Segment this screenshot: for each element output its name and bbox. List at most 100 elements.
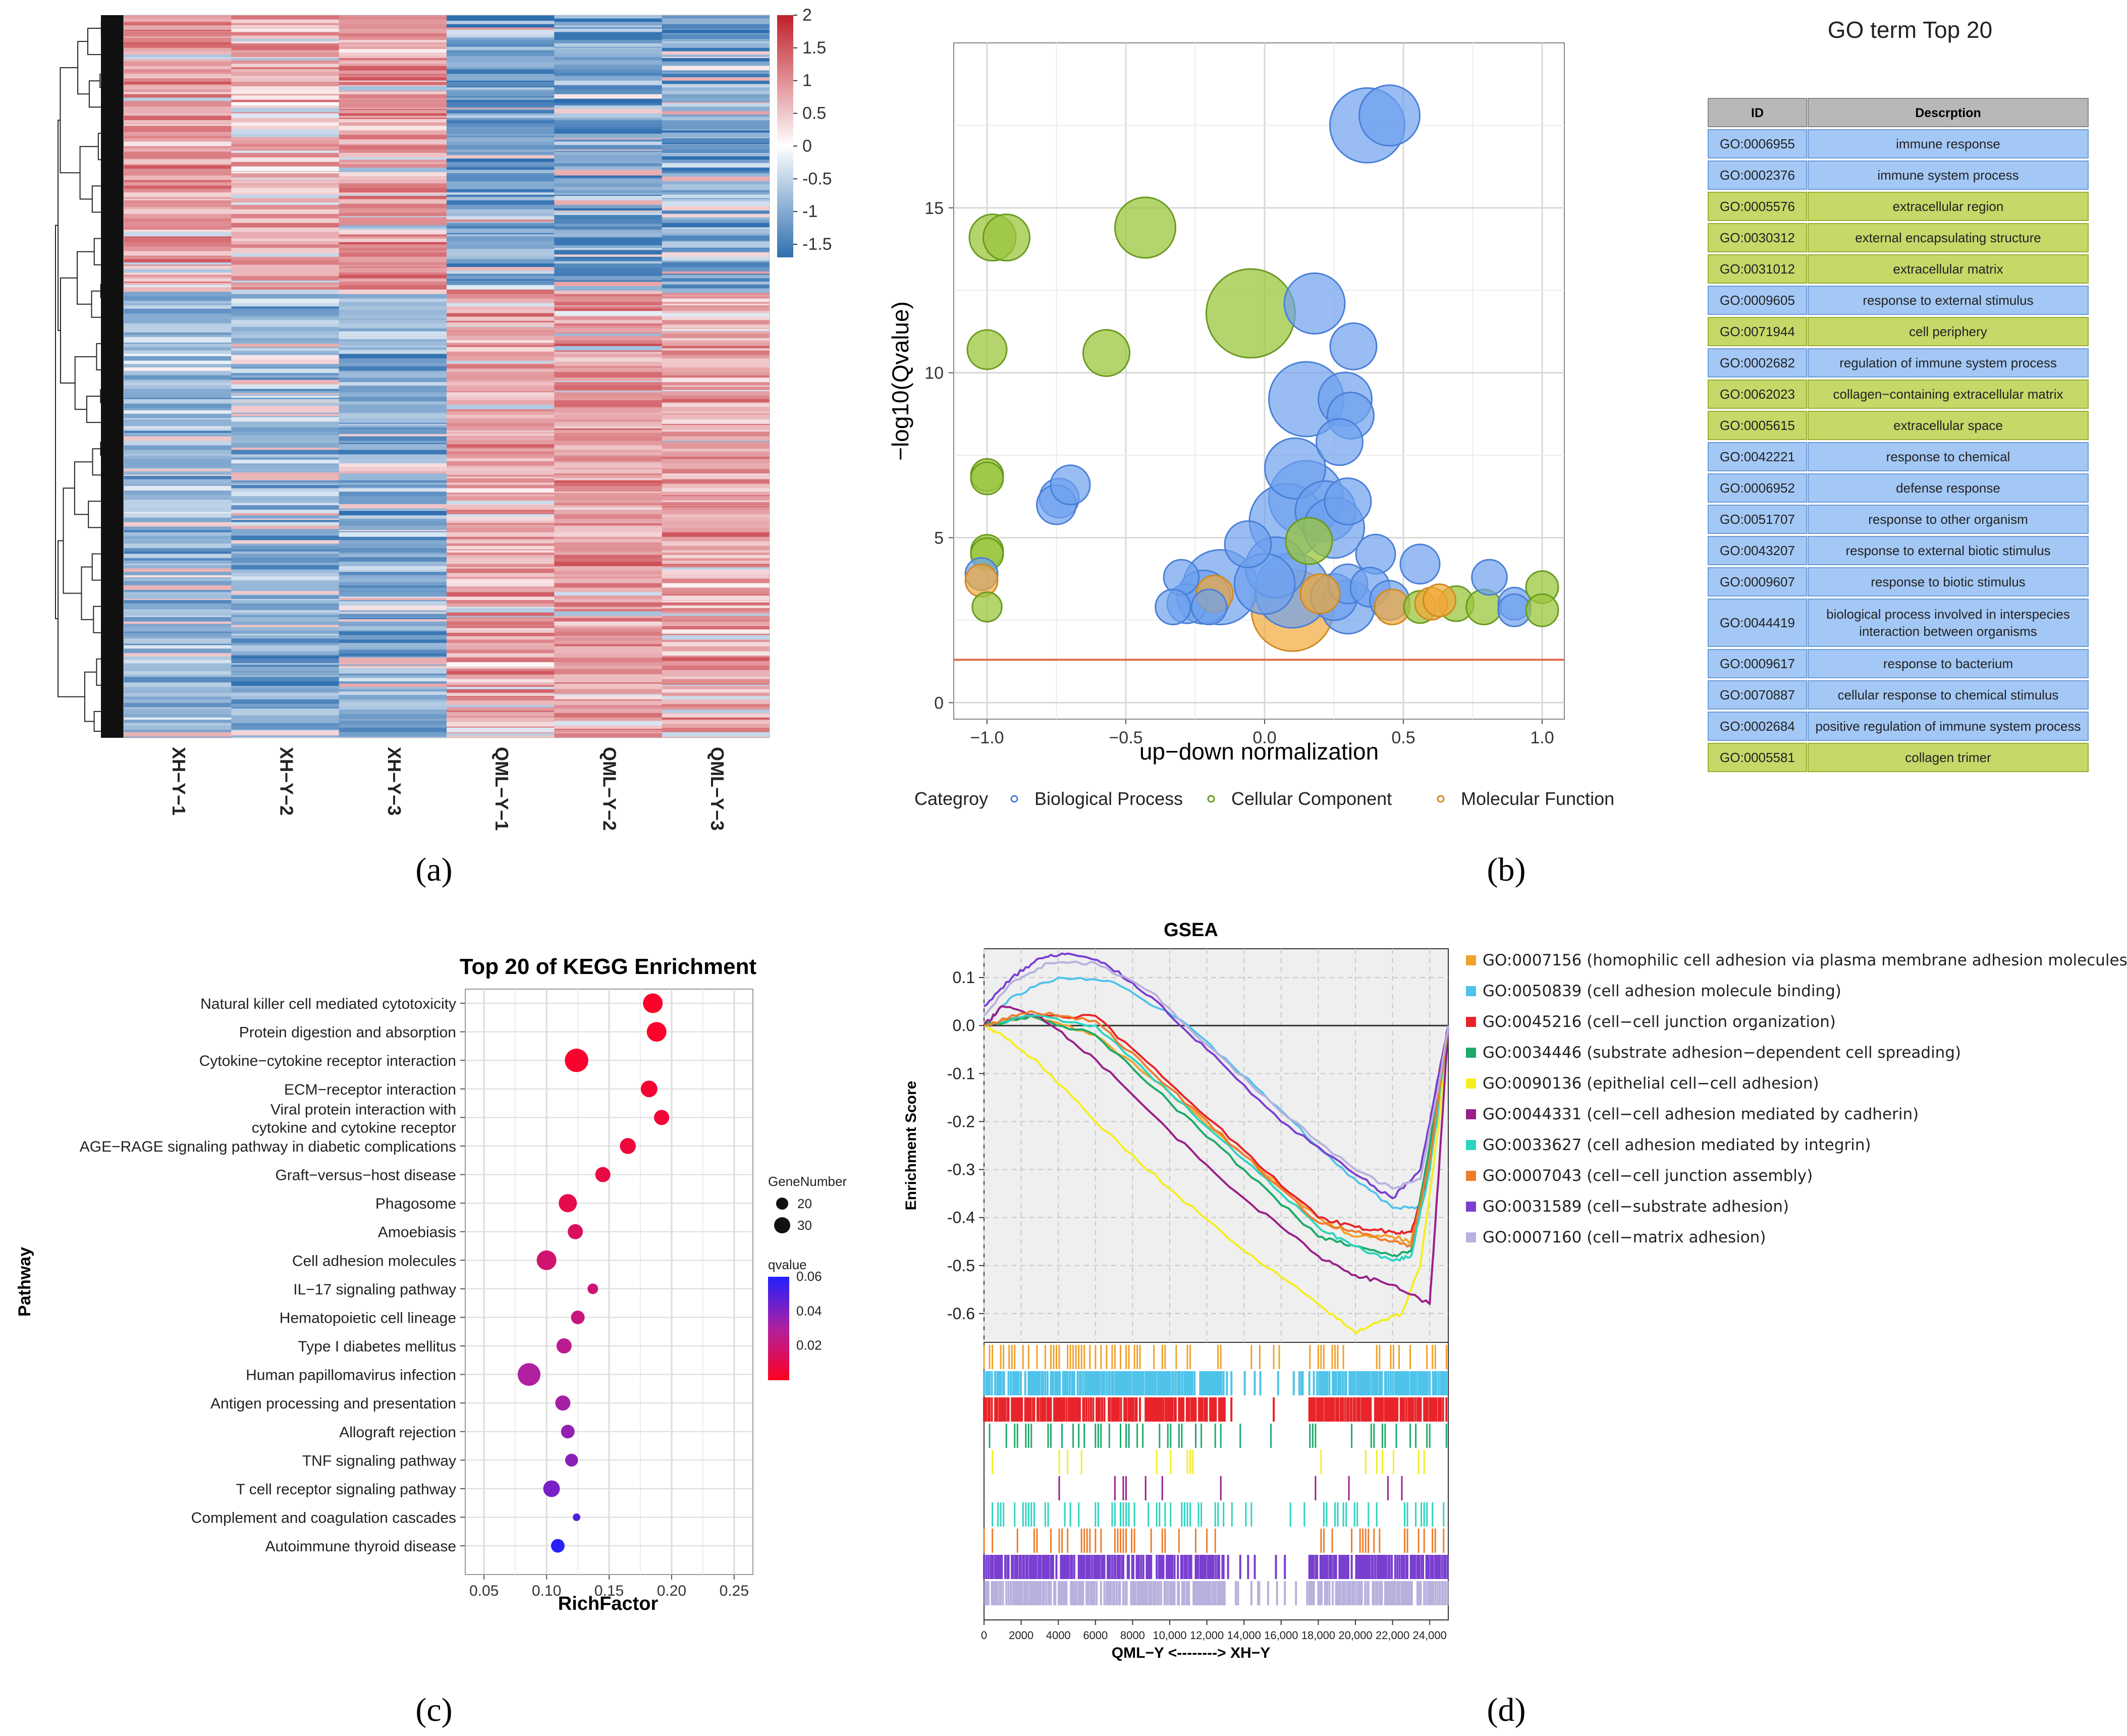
heatmap-cell bbox=[124, 468, 232, 469]
go-table-id-cell bbox=[1708, 286, 1807, 315]
heatmap-cell bbox=[554, 461, 663, 463]
heatmap-cell bbox=[554, 421, 663, 425]
heatmap-cell bbox=[231, 417, 340, 422]
heatmap-cell bbox=[339, 159, 447, 162]
heatmap-cell bbox=[124, 398, 232, 400]
heatmap-cell bbox=[447, 553, 555, 555]
heatmap-cell bbox=[231, 152, 340, 158]
kegg-dot-panel: Top 20 of KEGG Enrichment Natural killer… bbox=[15, 954, 847, 1728]
heatmap-cell bbox=[447, 375, 555, 381]
heatmap-cell bbox=[124, 116, 232, 117]
heatmap-cell bbox=[339, 18, 447, 20]
heatmap-cell bbox=[339, 397, 447, 402]
heatmap-cell bbox=[662, 94, 770, 98]
heatmap-cell bbox=[447, 102, 555, 107]
heatmap-cell bbox=[124, 18, 232, 22]
heatmap-cell bbox=[447, 120, 555, 124]
go-table-id: GO:0043207 bbox=[1720, 543, 1795, 558]
heatmap-cell bbox=[124, 192, 232, 197]
heatmap-cell bbox=[447, 669, 555, 672]
heatmap-cell bbox=[124, 34, 232, 37]
heatmap-cell bbox=[231, 484, 340, 489]
heatmap-cell bbox=[231, 335, 340, 339]
heatmap-cell bbox=[339, 203, 447, 209]
heatmap-cell bbox=[124, 285, 232, 288]
heatmap-cell bbox=[554, 505, 663, 508]
heatmap-cell bbox=[554, 682, 663, 684]
heatmap-cell bbox=[339, 377, 447, 383]
heatmap-cell bbox=[124, 393, 232, 398]
heatmap-cell bbox=[554, 350, 663, 352]
heatmap-cell bbox=[447, 183, 555, 188]
heatmap-cell bbox=[554, 170, 663, 175]
go-table-id: GO:0006955 bbox=[1720, 136, 1795, 151]
heatmap-cell bbox=[662, 28, 770, 30]
heatmap-cell bbox=[447, 592, 555, 597]
heatmap-cell bbox=[231, 627, 340, 631]
heatmap-cell bbox=[554, 139, 663, 142]
heatmap-cell bbox=[554, 566, 663, 571]
go-table-title: GO term Top 20 bbox=[1828, 17, 1992, 43]
heatmap-cell bbox=[339, 318, 447, 320]
heatmap-cell bbox=[554, 43, 663, 47]
heatmap-cell bbox=[231, 483, 340, 485]
heatmap-cell bbox=[554, 246, 663, 248]
kegg-point bbox=[561, 1425, 575, 1439]
gsea-ylabel: Enrichment Score bbox=[903, 1081, 919, 1211]
heatmap-cell bbox=[554, 700, 663, 706]
heatmap-cell bbox=[447, 46, 555, 50]
dendrogram-branch bbox=[55, 225, 58, 619]
heatmap-cell bbox=[662, 84, 770, 88]
heatmap-cell bbox=[124, 575, 232, 578]
go-bubble-legend-label: Cellular Component bbox=[1231, 788, 1392, 809]
heatmap-cell bbox=[662, 641, 770, 643]
heatmap-cell bbox=[124, 78, 232, 82]
go-table-desc: response to external biotic stimulus bbox=[1845, 543, 2050, 558]
heatmap-cell bbox=[447, 514, 555, 517]
heatmap-cell bbox=[231, 655, 340, 659]
heatmap-cell bbox=[447, 621, 555, 624]
heatmap-cell bbox=[231, 234, 340, 238]
heatmap-cell bbox=[447, 259, 555, 264]
heatmap-cell bbox=[554, 674, 663, 676]
heatmap-cell bbox=[447, 276, 555, 279]
heatmap-cell bbox=[231, 663, 340, 665]
heatmap-cell bbox=[339, 436, 447, 441]
colorbar-tick-label: -1 bbox=[802, 202, 817, 221]
heatmap-cell bbox=[339, 618, 447, 620]
heatmap-cell bbox=[662, 463, 770, 468]
go-table-id-cell bbox=[1708, 411, 1807, 440]
heatmap-cell bbox=[124, 565, 232, 569]
heatmap-cell bbox=[231, 587, 340, 589]
heatmap-cell bbox=[662, 567, 770, 570]
heatmap-cell bbox=[124, 31, 232, 32]
heatmap-cell bbox=[662, 532, 770, 537]
heatmap-cell bbox=[339, 706, 447, 710]
heatmap-cell bbox=[231, 379, 340, 385]
heatmap-cell bbox=[554, 28, 663, 30]
heatmap-cell bbox=[554, 646, 663, 650]
heatmap-cell bbox=[447, 392, 555, 397]
heatmap-cell bbox=[339, 28, 447, 34]
heatmap-cell bbox=[339, 230, 447, 235]
heatmap-cell bbox=[554, 578, 663, 583]
heatmap-cell bbox=[231, 675, 340, 677]
heatmap-cell bbox=[554, 221, 663, 224]
heatmap-cell bbox=[124, 197, 232, 198]
heatmap-cell bbox=[231, 665, 340, 667]
heatmap-cell bbox=[231, 353, 340, 355]
heatmap-cell bbox=[447, 512, 555, 515]
heatmap-cell bbox=[662, 331, 770, 334]
heatmap-cell bbox=[554, 625, 663, 626]
heatmap-cell bbox=[124, 616, 232, 617]
heatmap-cell bbox=[339, 710, 447, 712]
heatmap-cell bbox=[554, 332, 663, 334]
go-table-id-cell bbox=[1708, 129, 1807, 158]
heatmap-cell bbox=[447, 422, 555, 426]
heatmap-cell bbox=[231, 559, 340, 563]
gsea-xtick-label: 18,000 bbox=[1301, 1629, 1335, 1642]
gsea-xtick-label: 4000 bbox=[1046, 1629, 1071, 1642]
heatmap-cell bbox=[339, 70, 447, 74]
